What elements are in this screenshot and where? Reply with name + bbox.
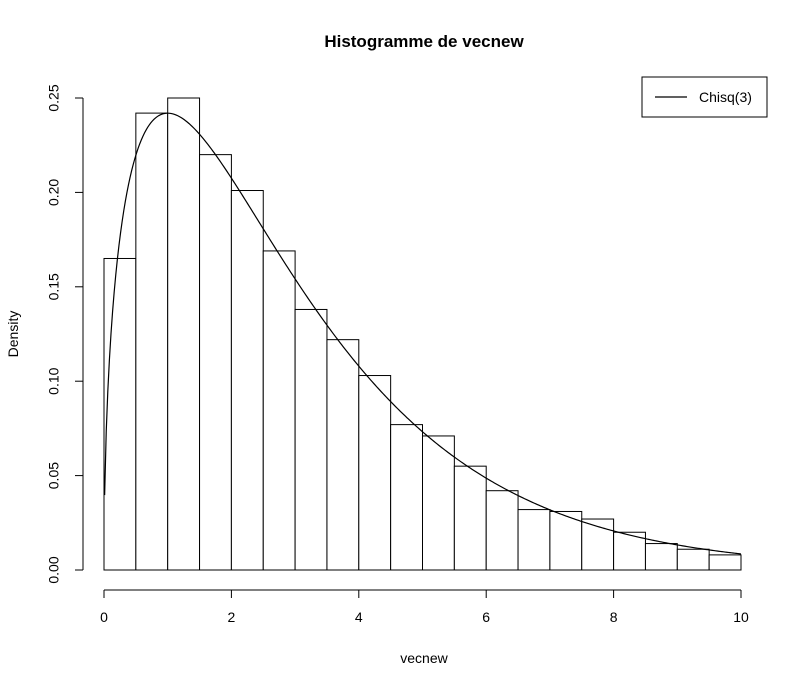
legend: Chisq(3)	[641, 76, 768, 118]
y-tick-label: 0.20	[46, 179, 62, 206]
histogram-bar	[453, 465, 487, 571]
y-tick-label: 0.00	[46, 556, 62, 583]
histogram-bar	[230, 190, 264, 571]
histogram-bar	[294, 308, 328, 571]
chisq-density-line	[104, 112, 742, 555]
y-tick-label: 0.15	[46, 273, 62, 300]
histogram-bar	[708, 554, 742, 571]
histogram-bar	[390, 424, 423, 571]
histogram-bar	[581, 518, 615, 571]
histogram-bars	[103, 97, 742, 571]
y-tick-label: 0.10	[46, 367, 62, 394]
y-axis: 0.00 0.05 0.10 0.15 0.20 0.25	[46, 84, 84, 584]
y-tick-label: 0.05	[46, 462, 62, 489]
x-tick-label: 6	[482, 609, 490, 625]
histogram-bar	[167, 97, 201, 571]
y-axis-label: Density	[5, 311, 21, 358]
legend-label: Chisq(3)	[699, 89, 752, 105]
histogram-bar	[103, 257, 137, 571]
x-axis: 0 2 4 6 8 10	[100, 589, 749, 625]
histogram-bar	[326, 339, 360, 571]
x-tick-label: 10	[733, 609, 749, 625]
histogram-bar	[422, 435, 455, 571]
x-tick-label: 2	[228, 609, 236, 625]
x-tick-label: 0	[100, 609, 108, 625]
histogram-bar	[517, 509, 551, 571]
x-tick-label: 8	[610, 609, 618, 625]
histogram-bar	[199, 154, 232, 571]
histogram-bar	[135, 112, 169, 571]
histogram-bar	[358, 375, 392, 571]
y-tick-label: 0.25	[46, 84, 62, 111]
histogram-bar	[485, 490, 519, 571]
x-axis-label: vecnew	[400, 650, 448, 666]
chart-title: Histogramme de vecnew	[324, 32, 524, 51]
histogram-bar	[549, 510, 583, 571]
histogram-bar	[644, 543, 678, 571]
x-tick-label: 4	[355, 609, 363, 625]
histogram-bar	[262, 250, 296, 571]
histogram-bar	[676, 548, 710, 571]
histogram-bar	[613, 531, 646, 571]
